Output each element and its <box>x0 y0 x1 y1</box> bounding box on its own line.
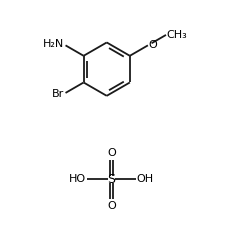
Text: OH: OH <box>136 174 153 184</box>
Text: S: S <box>107 173 115 186</box>
Text: Br: Br <box>52 89 64 99</box>
Text: H₂N: H₂N <box>43 39 64 49</box>
Text: HO: HO <box>69 174 86 184</box>
Text: O: O <box>106 201 115 211</box>
Text: CH₃: CH₃ <box>166 30 187 40</box>
Text: O: O <box>106 148 115 158</box>
Text: O: O <box>148 40 156 50</box>
